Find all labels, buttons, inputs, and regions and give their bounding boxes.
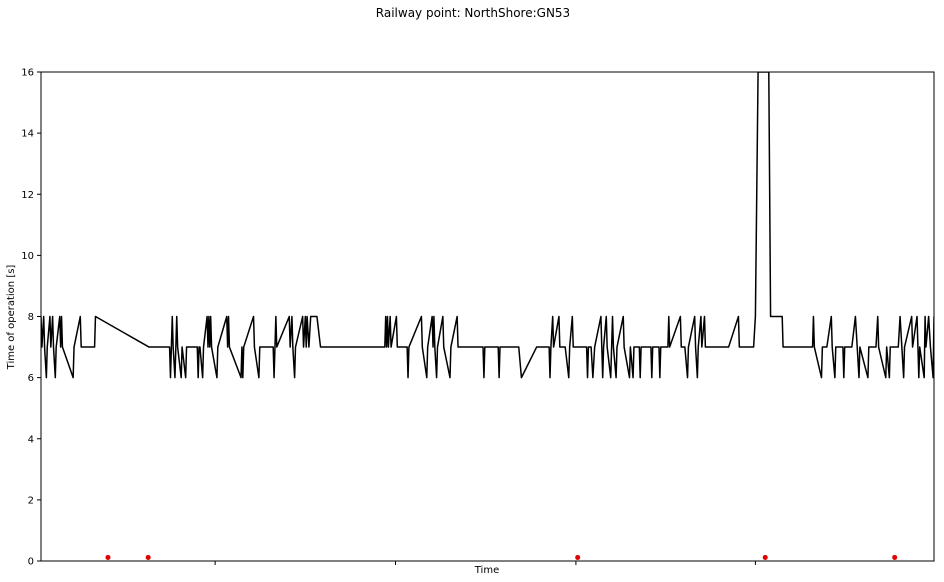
y-tick-label: 0 bbox=[28, 557, 34, 568]
event-marker bbox=[892, 554, 898, 560]
series-group bbox=[41, 72, 934, 379]
y-tick-label: 16 bbox=[21, 68, 34, 79]
axis-ticks: 0 2 4 6 8 10 12 14 16 bbox=[21, 68, 756, 568]
event-marker bbox=[145, 554, 151, 560]
event-marker bbox=[105, 554, 111, 560]
event-markers bbox=[105, 554, 898, 560]
y-tick-label: 2 bbox=[28, 495, 34, 506]
plot-frame bbox=[40, 71, 935, 562]
plot-area bbox=[41, 72, 934, 561]
y-tick-label: 12 bbox=[21, 190, 34, 201]
y-tick-label: 10 bbox=[21, 251, 34, 262]
y-tick-label: 6 bbox=[28, 373, 34, 384]
chart-title: Railway point: NorthShore:GN53 bbox=[376, 6, 570, 20]
y-tick-label: 8 bbox=[28, 312, 34, 323]
y-tick-label: 14 bbox=[21, 129, 34, 140]
x-axis-label: Time bbox=[474, 565, 499, 576]
y-tick-label: 4 bbox=[28, 434, 34, 445]
event-marker bbox=[762, 554, 768, 560]
event-marker bbox=[575, 554, 581, 560]
series-line bbox=[41, 72, 934, 379]
y-axis-label: Time of operation [s] bbox=[6, 265, 17, 371]
